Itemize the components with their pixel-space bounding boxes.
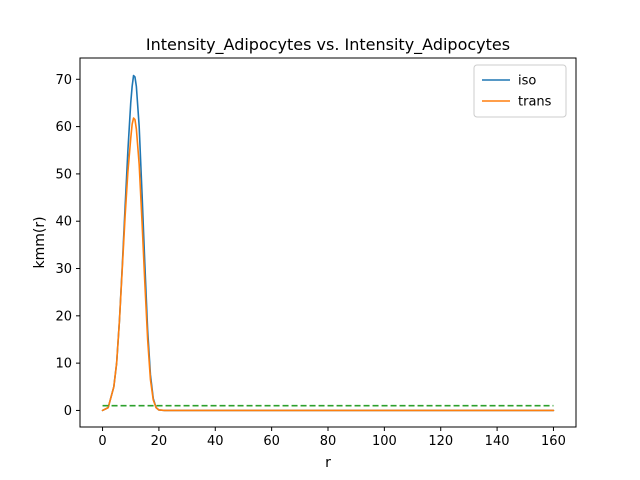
y-tick-label: 0 (64, 404, 72, 419)
y-tick-label: 50 (55, 167, 72, 182)
plot-area (80, 58, 576, 427)
series-line-trans (101, 117, 555, 412)
x-tick-label: 20 (151, 434, 168, 449)
y-tick-label: 20 (55, 309, 72, 324)
legend-label-iso: iso (518, 74, 536, 89)
chart-title: Intensity_Adipocytes vs. Intensity_Adipo… (146, 35, 510, 55)
x-tick-label: 160 (541, 434, 566, 449)
y-tick-label: 30 (55, 262, 72, 277)
legend: iso trans (473, 64, 567, 118)
x-tick-label: 120 (428, 434, 453, 449)
x-tick-label: 140 (485, 434, 510, 449)
legend-label-trans: trans (518, 95, 552, 110)
y-tick-label: 60 (55, 120, 72, 135)
y-tick-label: 40 (55, 215, 72, 230)
x-tick-label: 0 (98, 434, 106, 449)
y-axis-label: kmm(r) (32, 216, 48, 268)
series-layer (101, 74, 555, 412)
x-tick-label: 100 (372, 434, 397, 449)
x-axis-ticks: 0 20 40 60 80 100 120 140 160 (98, 427, 566, 449)
x-axis-label: r (325, 455, 331, 471)
y-tick-label: 70 (55, 73, 72, 88)
y-tick-label: 10 (55, 357, 72, 372)
legend-box (473, 64, 567, 118)
x-tick-label: 80 (320, 434, 337, 449)
x-tick-label: 60 (263, 434, 280, 449)
y-axis-ticks: 0 10 20 30 40 50 60 70 (55, 73, 80, 419)
x-tick-label: 40 (207, 434, 224, 449)
